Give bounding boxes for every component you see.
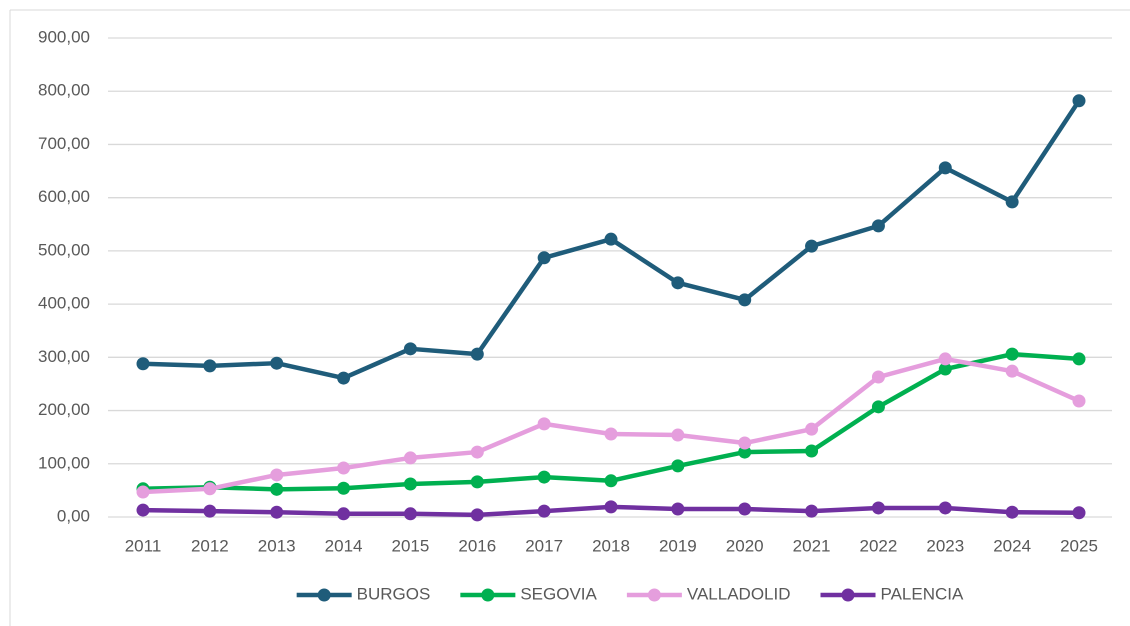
data-point [470,445,484,459]
data-point [738,445,752,459]
data-point [738,293,752,307]
legend-label: VALLADOLID [687,584,791,603]
data-point [938,352,952,366]
legend-swatch [481,588,495,602]
y-tick-label: 400,00 [38,294,90,313]
data-point [871,501,885,515]
x-tick-label: 2016 [458,536,496,555]
x-tick-label: 2011 [125,536,162,555]
data-point [738,436,752,450]
series-line [142,356,1080,495]
legend-swatch [647,588,661,602]
data-point [470,508,484,522]
legend-swatch [317,588,331,602]
legend-label: SEGOVIA [520,584,597,603]
y-tick-label: 300,00 [38,347,90,366]
data-point [270,468,284,482]
data-point [337,507,351,521]
data-point [604,474,618,488]
data-point [537,504,551,518]
data-point [671,459,685,473]
data-point [403,342,417,356]
y-tick-label: 800,00 [38,81,90,100]
data-point [1005,347,1019,361]
legend-swatch [841,588,855,602]
data-point [1005,195,1019,209]
x-tick-label: 2013 [258,536,296,555]
y-tick-label: 700,00 [38,134,90,153]
y-tick-label: 100,00 [38,453,90,472]
data-point [403,451,417,465]
data-point [537,251,551,265]
data-point [1072,506,1086,520]
data-point [270,482,284,496]
y-tick-label: 200,00 [38,400,90,419]
data-point [805,422,819,436]
y-tick-label: 900,00 [38,27,90,46]
data-point [203,482,217,496]
y-tick-label: 500,00 [38,240,90,259]
x-tick-label: 2025 [1060,536,1098,555]
data-point [604,232,618,246]
x-tick-label: 2024 [993,536,1031,555]
data-point [403,477,417,491]
data-point [337,481,351,495]
data-point [1072,394,1086,408]
data-point [203,359,217,373]
data-point [938,362,952,376]
data-point [938,161,952,175]
x-tick-label: 2023 [926,536,964,555]
legend-label: PALENCIA [881,584,964,603]
data-point [604,500,618,514]
data-point [1005,505,1019,519]
data-point [671,428,685,442]
y-tick-label: 0,00 [57,506,90,525]
data-point [805,239,819,253]
data-point [403,507,417,521]
x-tick-label: 2014 [325,536,363,555]
x-tick-label: 2022 [860,536,898,555]
data-point [136,357,150,371]
data-point [203,504,217,518]
x-tick-label: 2019 [659,536,697,555]
data-point [738,502,752,516]
data-point [805,444,819,458]
data-point [537,417,551,431]
data-point [470,475,484,489]
x-tick-label: 2021 [793,536,831,555]
data-point [337,371,351,385]
data-point [337,461,351,475]
data-point [671,276,685,290]
data-point [470,347,484,361]
data-point [1072,94,1086,108]
legend-label: BURGOS [357,584,431,603]
data-point [805,504,819,518]
data-point [1072,352,1086,366]
data-point [270,505,284,519]
x-tick-label: 2015 [392,536,430,555]
data-point [537,470,551,484]
data-point [270,356,284,370]
x-tick-label: 2020 [726,536,764,555]
y-tick-label: 600,00 [38,187,90,206]
data-point [871,370,885,384]
series-line [142,351,1080,492]
data-point [1005,364,1019,378]
data-point [136,503,150,517]
data-point [871,219,885,233]
x-tick-label: 2017 [525,536,563,555]
x-tick-label: 2018 [592,536,630,555]
data-point [871,400,885,414]
data-point [136,485,150,499]
data-point [671,502,685,516]
data-point [604,427,618,441]
x-tick-label: 2012 [191,536,229,555]
data-point [938,501,952,515]
